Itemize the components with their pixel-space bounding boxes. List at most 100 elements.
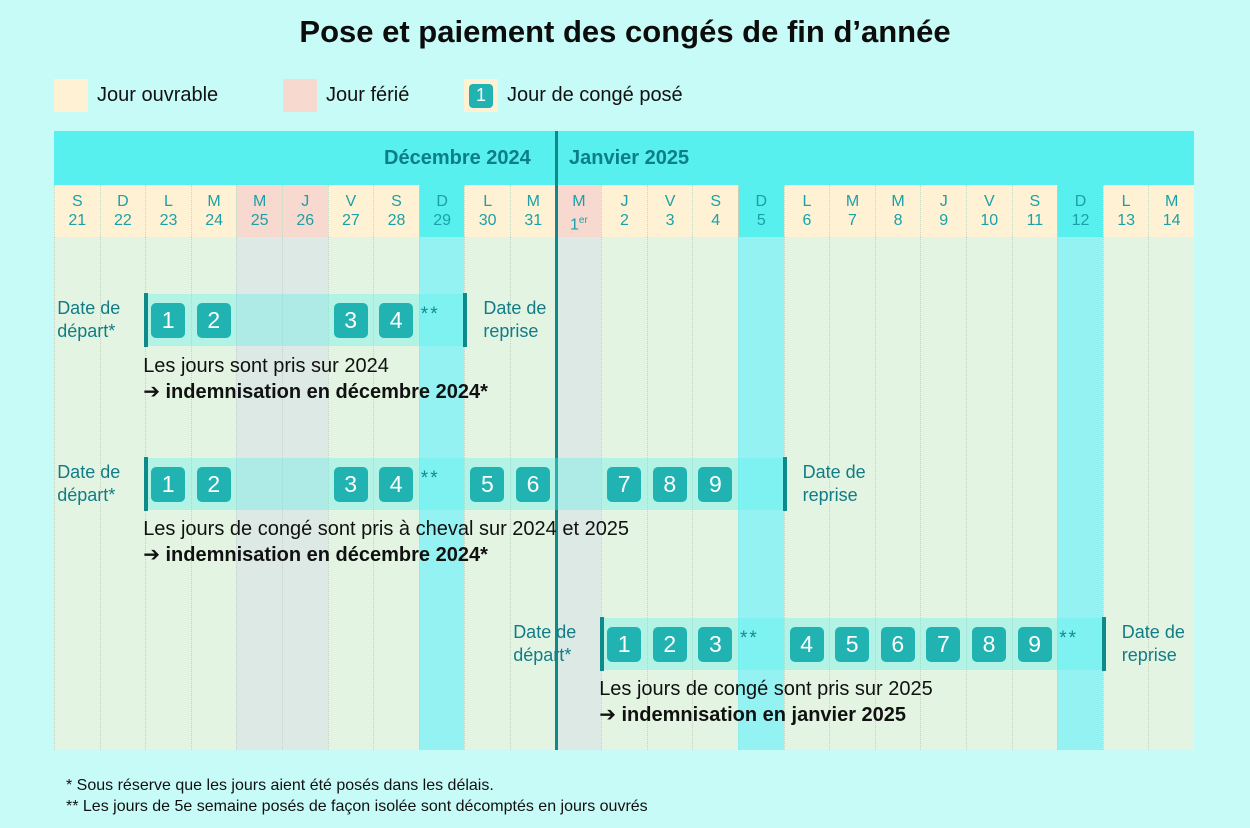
day-number-value: 24 <box>205 212 223 229</box>
day-number-value: 8 <box>893 212 903 229</box>
scenario-payment: ➔ indemnisation en janvier 2025 <box>599 704 907 726</box>
day-number: 13 <box>1104 211 1149 230</box>
departure-label: Date de départ* <box>57 461 120 507</box>
workday-count-note: ** <box>740 628 759 649</box>
day-number-value: 10 <box>980 212 999 229</box>
legend-conge-tile: 1 <box>469 83 493 108</box>
month-december: Décembre 2024 <box>384 147 531 169</box>
day-letter: J <box>939 193 948 210</box>
day-number-value: 27 <box>341 212 360 229</box>
day-number: 3 <box>648 211 693 230</box>
day-number-value: 28 <box>387 212 406 229</box>
day-letter: J <box>301 193 310 210</box>
return-label: Date de reprise <box>803 461 866 507</box>
leave-day-tile: 2 <box>196 467 231 502</box>
day-letter: M <box>572 193 586 210</box>
leave-day-tile: 4 <box>379 303 414 338</box>
departure-label-line: départ* <box>57 485 116 505</box>
leave-day-tile: 7 <box>607 467 642 502</box>
day-letter: L <box>1121 193 1131 210</box>
legend-conge: 1 Jour de congé posé <box>464 79 683 112</box>
workday-count-note: ** <box>420 468 440 489</box>
day-number: 12 <box>1058 211 1103 230</box>
day-number-value: 6 <box>802 212 812 229</box>
day-header-cell: D 29 <box>418 185 465 237</box>
day-number: 31 <box>511 211 556 230</box>
leave-day-tile: 8 <box>652 467 687 502</box>
day-letter: V <box>345 193 357 210</box>
day-letter: S <box>1029 193 1041 210</box>
day-number-value: 21 <box>68 212 87 229</box>
leave-day-tile: 4 <box>789 627 824 662</box>
day-number-value: 1 <box>569 216 579 234</box>
day-column <box>236 237 282 750</box>
day-letter: L <box>483 193 493 210</box>
day-number: 4 <box>693 211 738 230</box>
day-letter: D <box>436 193 448 210</box>
return-label-line: reprise <box>1121 645 1177 665</box>
day-column <box>282 237 328 750</box>
return-marker <box>1101 617 1106 671</box>
day-column <box>1057 237 1103 750</box>
day-number: 24 <box>192 211 237 230</box>
day-number: 30 <box>465 211 510 230</box>
day-letter: D <box>117 193 129 210</box>
page-title: Pose et paiement des congés de fin d’ann… <box>299 14 951 49</box>
departure-marker <box>144 457 149 511</box>
day-number-value: 4 <box>711 212 721 229</box>
day-letter: S <box>71 193 83 210</box>
return-label: Date de reprise <box>483 297 546 343</box>
day-letter: M <box>207 193 221 210</box>
day-letter: D <box>1074 193 1087 210</box>
departure-marker <box>144 293 149 347</box>
day-header-cell: D 12 <box>1057 185 1103 237</box>
return-label: Date de reprise <box>1122 621 1185 667</box>
day-column <box>874 237 921 750</box>
day-column <box>1011 237 1058 750</box>
day-number-value: 3 <box>665 212 675 229</box>
day-number: 29 <box>420 211 465 230</box>
day-number-value: 26 <box>296 212 315 229</box>
day-number-value: 23 <box>159 212 178 229</box>
year-divider <box>555 131 558 750</box>
scenario-description: Les jours de congé sont pris à cheval su… <box>143 518 630 540</box>
leave-day-tile: 9 <box>698 467 733 502</box>
day-header-cell: M 14 <box>1148 185 1194 237</box>
day-number: 11 <box>1013 211 1058 230</box>
legend-label-ferie: Jour férié <box>326 84 410 106</box>
workday-count-note: ** <box>420 304 440 325</box>
day-header-cell: V 10 <box>966 185 1012 237</box>
leave-day-tile: 5 <box>470 467 505 502</box>
day-column <box>1148 237 1194 750</box>
legend-ferie: Jour férié <box>283 79 409 112</box>
day-number: 25 <box>237 211 282 230</box>
day-letter: L <box>802 193 812 210</box>
day-number-value: 7 <box>848 212 857 229</box>
day-number-value: 22 <box>113 212 132 229</box>
scenario-description: Les jours sont pris sur 2024 <box>143 355 389 377</box>
day-header-cell: D 22 <box>99 185 146 237</box>
day-header-cell: L 13 <box>1102 185 1149 237</box>
day-letter: M <box>845 193 860 210</box>
day-header-cell: S 11 <box>1011 185 1058 237</box>
legend-swatch-ouvrable <box>54 79 88 112</box>
day-number: 22 <box>101 211 146 230</box>
scenario-description: Les jours de congé sont pris sur 2025 <box>599 678 933 700</box>
day-header-cell: V 27 <box>327 185 374 237</box>
leave-day-tile: 1 <box>151 467 186 502</box>
month-header-band <box>54 131 1194 185</box>
departure-label: Date de départ* <box>513 621 576 667</box>
day-number: 23 <box>146 211 191 230</box>
day-number: 26 <box>283 211 328 230</box>
footnote-2: ** Les jours de 5e semaine posés de faço… <box>66 798 648 815</box>
departure-label-line: départ* <box>57 321 116 341</box>
day-number-value: 9 <box>939 212 949 229</box>
departure-label-line: Date de <box>57 298 121 318</box>
day-letter: M <box>1165 193 1179 210</box>
departure-label-line: départ* <box>513 645 572 665</box>
day-number: 2 <box>602 211 647 230</box>
leave-day-tile: 2 <box>652 627 687 662</box>
